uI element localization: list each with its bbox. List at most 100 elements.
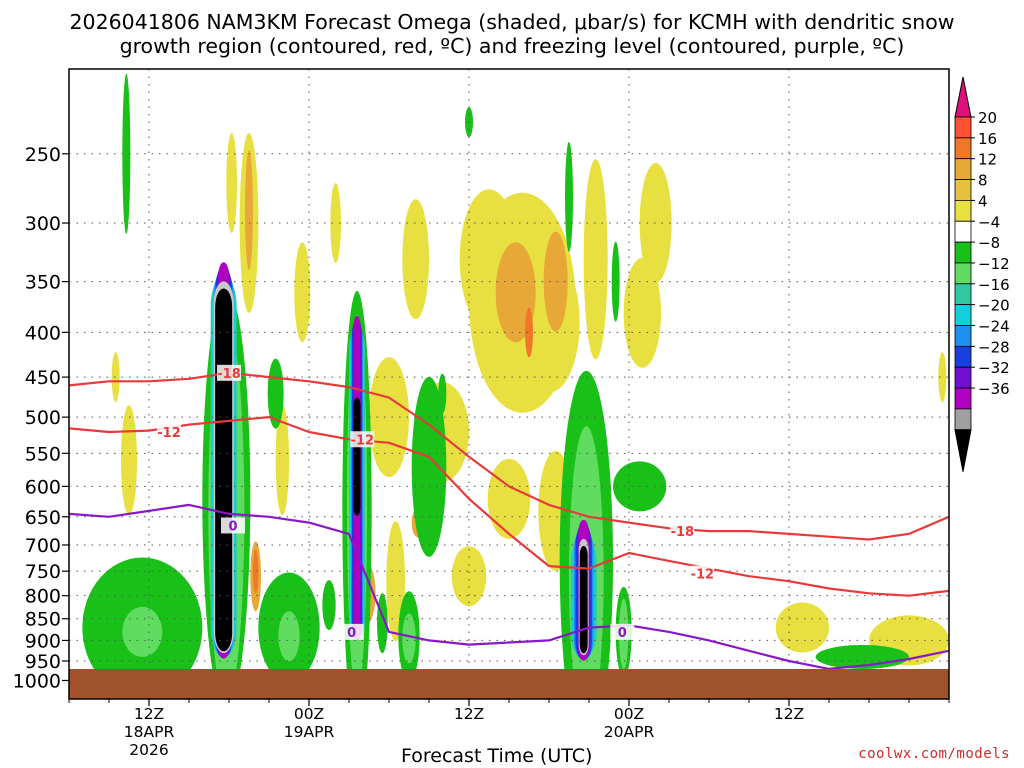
contour-label-bg (221, 517, 245, 534)
upward-motion-region (111, 352, 120, 403)
omega-shading (82, 73, 949, 699)
colorbar-swatch (954, 179, 972, 201)
upward-motion-region (623, 257, 661, 368)
omega-region (278, 611, 300, 662)
colorbar-legend: 20 16 12 8 4 −4 −8 −12 −16 −20 −24 −28 −32 −36 (954, 76, 1010, 472)
site-credit: coolwx.com/models (858, 746, 1010, 762)
colorbar-label: −36 (978, 380, 1010, 398)
contour-label: 0 (618, 626, 627, 641)
omega-core-max (215, 288, 233, 652)
contour-lines: -18 -12 -12 -18 -12 0 0 0 (69, 364, 949, 670)
contour-label-bg (690, 565, 715, 582)
y-tick-label: 250 (25, 144, 61, 166)
x-tick-label: 00Z (294, 705, 324, 723)
colorbar-label: −12 (978, 255, 1010, 273)
y-tick-label: 900 (25, 630, 61, 652)
y-tick-label: 750 (25, 561, 61, 583)
omega-region (438, 373, 447, 414)
x-tick-date-label: 20APR (604, 723, 655, 741)
colorbar-label: −24 (978, 318, 1010, 336)
contour-line (69, 416, 949, 597)
colorbar-arrow-top (954, 76, 972, 118)
contour-label-bg (350, 431, 375, 448)
upward-motion-region (245, 150, 253, 271)
y-tick-label: 650 (25, 507, 61, 529)
upward-motion-region (543, 231, 568, 332)
contour-label-bg (217, 364, 241, 381)
y-axis: 2503003504004505005506006507007508008509… (13, 144, 69, 692)
upward-motion-region (639, 163, 672, 284)
colorbar-swatch (954, 304, 972, 326)
colorbar-arrow-bottom (954, 429, 972, 472)
x-axis-title: Forecast Time (UTC) (401, 745, 593, 767)
contour-label-bg (670, 523, 695, 540)
colorbar-swatch (954, 137, 972, 160)
y-tick-label: 1000 (13, 670, 61, 692)
contour-label-bg (339, 623, 364, 640)
y-tick-label: 500 (25, 407, 61, 429)
x-tick-year-label: 2026 (129, 741, 168, 759)
colorbar-swatch (954, 220, 972, 243)
upward-motion-region (226, 133, 238, 234)
y-tick-label: 850 (25, 609, 61, 631)
y-tick-label: 800 (25, 586, 61, 608)
colorbar-label: −20 (978, 297, 1010, 315)
contour-label-bg (157, 424, 181, 441)
colorbar-label: −8 (978, 234, 1000, 252)
colorbar-swatch (954, 158, 972, 180)
upward-motion-region (253, 549, 259, 594)
colorbar-label: 20 (978, 109, 997, 127)
omega-region (165, 573, 187, 674)
colorbar-swatch (954, 366, 972, 389)
colorbar-label: 12 (978, 151, 997, 169)
upward-motion-region (402, 199, 429, 320)
contour-line (69, 371, 949, 541)
omega-region (402, 613, 416, 664)
omega-region (565, 141, 573, 252)
omega-region (122, 73, 131, 234)
upward-motion-region (938, 352, 947, 403)
y-tick-label: 400 (25, 322, 61, 344)
upward-motion-region (275, 405, 290, 516)
colorbar-label: −32 (978, 359, 1010, 377)
colorbar-swatch (954, 116, 972, 139)
upward-motion-region (294, 242, 311, 343)
contour-label: -12 (157, 426, 181, 441)
colorbar-label: 16 (978, 130, 997, 148)
colorbar-label: −28 (978, 338, 1010, 356)
omega-region (122, 606, 163, 657)
y-tick-label: 350 (25, 272, 61, 294)
colorbar-label: −4 (978, 213, 1000, 231)
contour-label-bg (610, 623, 635, 640)
upward-motion-region (487, 458, 531, 539)
colorbar-swatch (954, 408, 972, 431)
x-tick-label: 00Z (614, 705, 644, 723)
colorbar-label: −16 (978, 276, 1010, 294)
omega-region (267, 358, 284, 429)
contour-label: -12 (351, 433, 375, 448)
terrain-band (69, 669, 949, 699)
upward-motion-region (121, 405, 137, 516)
colorbar-label: 4 (978, 192, 988, 210)
colorbar-swatch (954, 387, 972, 410)
colorbar-swatch (954, 241, 972, 264)
x-tick-label: 12Z (454, 705, 484, 723)
upward-motion-region (583, 159, 608, 360)
colorbar-swatch (954, 325, 972, 347)
omega-core-max (579, 546, 588, 654)
x-tick-label: 12Z (774, 705, 804, 723)
upward-motion-region (525, 307, 533, 358)
colorbar-swatch (954, 345, 972, 368)
omega-region (611, 241, 620, 322)
chart-title-line1: 2026041806 NAM3KM Forecast Omega (shaded… (69, 10, 955, 34)
x-tick-label: 12Z (134, 705, 164, 723)
y-tick-label: 300 (25, 213, 61, 235)
y-tick-label: 950 (25, 651, 61, 673)
upward-motion-region (495, 242, 536, 343)
colorbar-swatch (954, 199, 972, 222)
contour-label: -18 (217, 367, 241, 382)
upward-motion-region (330, 183, 341, 264)
y-tick-label: 600 (25, 476, 61, 498)
colorbar-label: 8 (978, 172, 988, 190)
